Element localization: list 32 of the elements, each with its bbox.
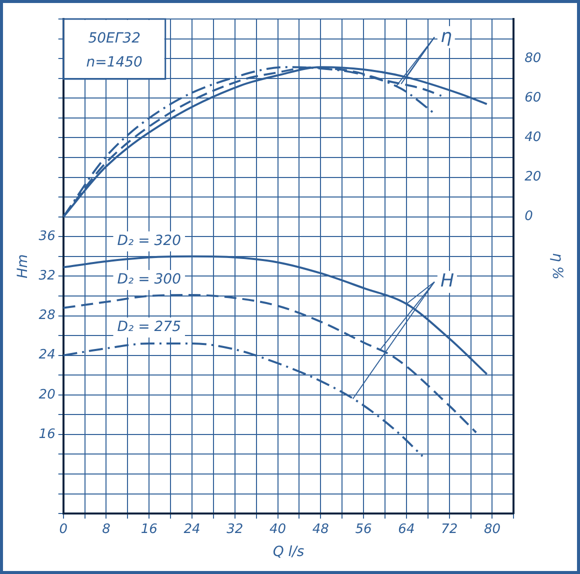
text: n=1450 xyxy=(86,54,143,71)
x-tick-label: 48 xyxy=(312,522,329,537)
x-tick-label: 80 xyxy=(484,522,500,537)
annotation: H xyxy=(440,270,454,292)
y2-tick-label: 60 xyxy=(524,90,542,106)
y-tick-label: 36 xyxy=(38,229,56,244)
y2-tick-label: 40 xyxy=(524,130,542,146)
y-axis-title: Hm xyxy=(15,254,32,278)
x-tick-label: 16 xyxy=(140,522,158,537)
x-tick-label: 40 xyxy=(270,522,286,537)
x-axis-title: Q l/s xyxy=(272,544,304,560)
y-tick-label: 32 xyxy=(38,268,56,284)
y2-tick-label: 20 xyxy=(524,170,542,185)
x-tick-label: 32 xyxy=(226,522,244,537)
y2-tick-label: 0 xyxy=(524,209,533,224)
y-tick-label: 20 xyxy=(38,387,56,402)
x-tick-label: 64 xyxy=(398,522,415,537)
y2-axis-title: η % xyxy=(548,252,565,280)
y-tick-label: 28 xyxy=(38,308,56,324)
x-tick-label: 56 xyxy=(355,522,372,537)
series-label: D₂ = 275 xyxy=(117,319,182,336)
annotation: η xyxy=(440,26,452,47)
series-label: D₂ = 320 xyxy=(117,233,182,250)
y2-tick-label: 80 xyxy=(524,50,542,66)
x-tick-label: 0 xyxy=(59,522,68,537)
series-label: D₂ = 300 xyxy=(117,272,182,288)
text: 50ЕГ32 xyxy=(88,30,141,47)
y-tick-label: 24 xyxy=(38,348,56,363)
x-tick-label: 72 xyxy=(441,522,458,537)
x-tick-label: 8 xyxy=(102,522,110,537)
x-tick-label: 24 xyxy=(184,522,200,537)
y-tick-label: 16 xyxy=(38,426,56,442)
